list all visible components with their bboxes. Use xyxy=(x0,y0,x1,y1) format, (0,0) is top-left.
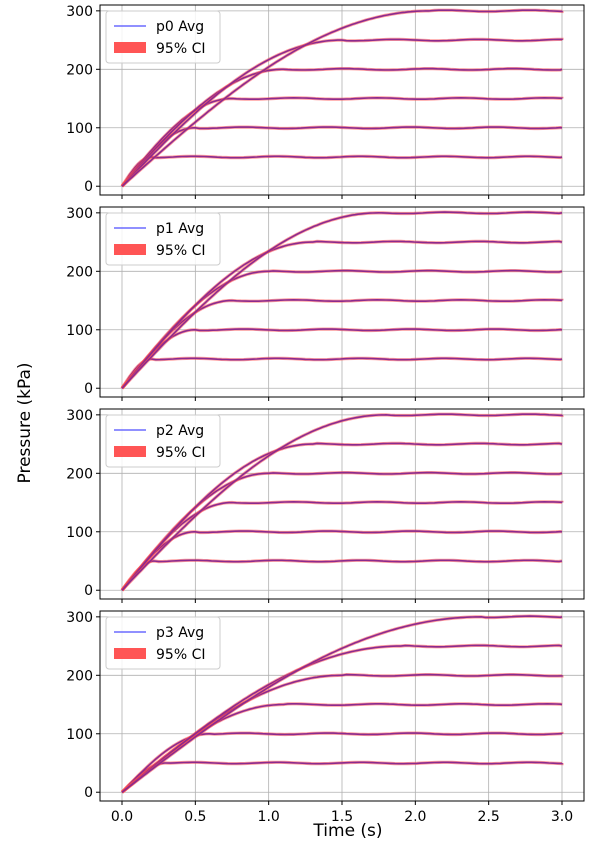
subplot-2: 0 100 200 300 p2 Avg 95% CI xyxy=(66,408,585,603)
legend-ci-swatch xyxy=(114,446,146,457)
y-tick-label: 300 xyxy=(66,4,93,20)
avg-line-50 xyxy=(121,559,563,591)
y-axis-title: Pressure (kPa) xyxy=(15,362,35,483)
legend-ci-label: 95% CI xyxy=(156,41,205,57)
avg-line-200 xyxy=(121,67,563,187)
y-tick-label: 300 xyxy=(66,408,93,424)
y-tick-label: 0 xyxy=(84,179,93,195)
subplot-3: 0 100 200 300 0.0 0.5 1.0 1.5 2.0 2.5 3.0 p3 Avg 95%… xyxy=(66,610,585,825)
avg-line-50 xyxy=(121,155,563,187)
legend-ci-swatch xyxy=(114,42,146,53)
avg-line-250 xyxy=(121,240,563,389)
avg-line-50 xyxy=(121,761,563,793)
y-tick-label: 0 xyxy=(84,381,93,397)
avg-line-100 xyxy=(121,732,563,793)
legend-avg-label: p1 Avg xyxy=(156,221,204,237)
legend-ci-label: 95% CI xyxy=(156,445,205,461)
legend-avg-label: p0 Avg xyxy=(156,19,204,35)
y-tick-label: 0 xyxy=(84,583,93,599)
y-tick-label: 200 xyxy=(66,264,93,280)
y-tick-label: 100 xyxy=(66,323,93,339)
x-axis-title: Time (s) xyxy=(312,821,382,841)
legend-ci-swatch xyxy=(114,244,146,255)
subplot-0: 0 100 200 300 p0 Avg 95% CI xyxy=(66,4,585,199)
avg-line-250 xyxy=(121,442,563,591)
y-tick-label: 100 xyxy=(66,727,93,743)
y-tick-label: 300 xyxy=(66,206,93,222)
y-tick-label: 100 xyxy=(66,525,93,541)
avg-line-100 xyxy=(121,328,563,389)
subplot-1: 0 100 200 300 p1 Avg 95% CI xyxy=(66,206,585,401)
y-tick-label: 200 xyxy=(66,466,93,482)
x-tick-label: 3.0 xyxy=(551,809,573,825)
legend-ci-label: 95% CI xyxy=(156,243,205,259)
x-tick-label: 1.5 xyxy=(331,809,353,825)
x-tick-label: 0.0 xyxy=(111,809,133,825)
avg-line-150 xyxy=(121,96,563,187)
x-tick-label: 1.0 xyxy=(258,809,280,825)
avg-line-300 xyxy=(121,211,563,389)
y-tick-label: 300 xyxy=(66,610,93,626)
avg-line-300 xyxy=(121,413,563,591)
legend-ci-label: 95% CI xyxy=(156,647,205,663)
y-tick-label: 0 xyxy=(84,785,93,801)
legend-avg-label: p2 Avg xyxy=(156,423,204,439)
legend-avg-label: p3 Avg xyxy=(156,625,204,641)
x-tick-label: 2.5 xyxy=(478,809,500,825)
y-tick-label: 100 xyxy=(66,121,93,137)
legend-ci-swatch xyxy=(114,648,146,659)
subplots: 0 100 200 300 p0 Avg 95% CI 0 100 200 300 p1 Avg 95… xyxy=(66,4,585,825)
y-tick-label: 200 xyxy=(66,62,93,78)
avg-line-300 xyxy=(121,9,563,187)
avg-line-50 xyxy=(121,357,563,389)
x-tick-label: 2.0 xyxy=(404,809,426,825)
avg-line-300 xyxy=(121,615,563,793)
x-tick-label: 0.5 xyxy=(184,809,206,825)
y-tick-label: 200 xyxy=(66,668,93,684)
